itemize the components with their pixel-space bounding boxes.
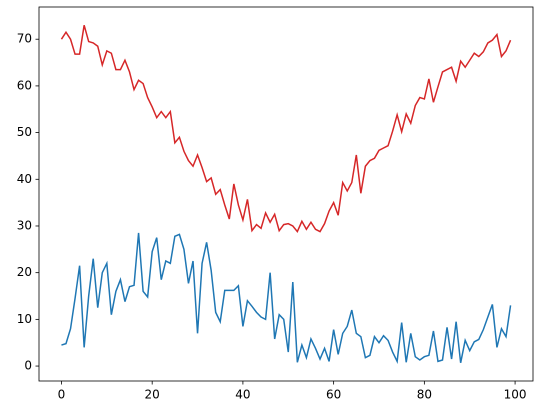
y-tick-label: 40 xyxy=(17,172,32,186)
y-tick-label: 10 xyxy=(17,312,32,326)
data-line xyxy=(61,232,512,365)
y-tick-label: 50 xyxy=(17,125,32,139)
y-tick-label: 0 xyxy=(24,359,32,373)
y-tick-label: 60 xyxy=(17,78,32,92)
x-tick-label: 100 xyxy=(504,388,527,402)
y-tick-label: 30 xyxy=(17,218,32,232)
x-tick-label: 80 xyxy=(417,388,432,402)
y-tick-label: 20 xyxy=(17,265,32,279)
x-tick-label: 40 xyxy=(235,388,250,402)
y-tick-label: 70 xyxy=(17,32,32,46)
plot-frame xyxy=(38,6,534,382)
data-line xyxy=(60,25,512,234)
x-tick-label: 20 xyxy=(145,388,160,402)
x-tick-label: 60 xyxy=(326,388,341,402)
x-tick-label: 0 xyxy=(58,388,66,402)
